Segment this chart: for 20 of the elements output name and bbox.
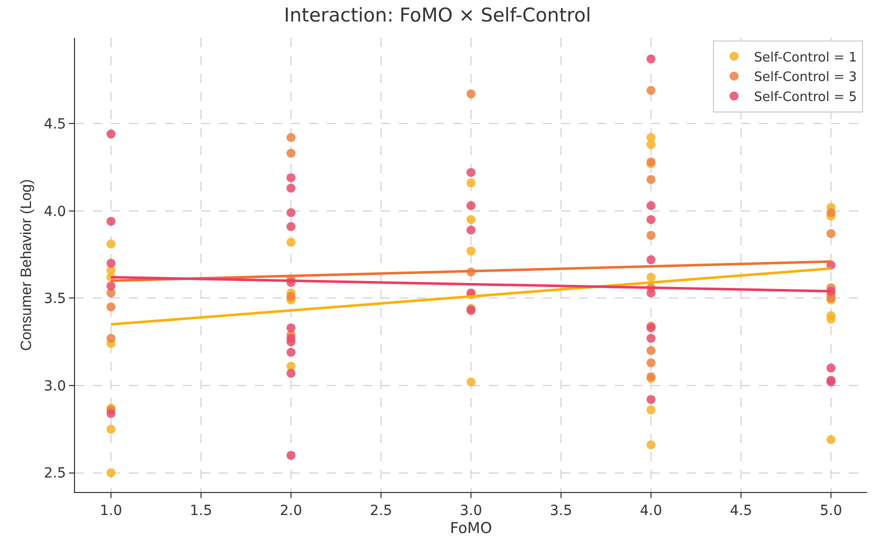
- legend-label: Self-Control = 3: [754, 70, 857, 86]
- legend-label: Self-Control = 1: [754, 50, 857, 66]
- y-tick-label: 3.0: [44, 378, 66, 394]
- x-tick-label: 3.5: [550, 502, 572, 519]
- x-tick-label: 2.0: [280, 502, 302, 519]
- y-axis-title: Consumer Behavior (Log): [18, 179, 36, 351]
- chart-title: Interaction: FoMO × Self-Control: [284, 4, 591, 26]
- x-tick-label: 1.0: [100, 502, 122, 519]
- y-tick-label: 4.5: [44, 116, 66, 132]
- y-tick-label: 2.5: [44, 466, 66, 482]
- y-tick-label: 3.5: [44, 291, 66, 308]
- x-tick-label: 2.5: [370, 502, 392, 519]
- x-tick-label: 5.0: [820, 502, 842, 519]
- x-tick-label: 4.5: [730, 502, 752, 519]
- x-tick-label: 1.5: [190, 502, 212, 519]
- legend-label: Self-Control = 5: [754, 90, 857, 106]
- x-tick-label: 4.0: [640, 502, 662, 519]
- y-tick-label: 4.0: [44, 204, 66, 220]
- x-axis-title: FoMO: [450, 518, 492, 537]
- x-tick-label: 3.0: [460, 502, 482, 519]
